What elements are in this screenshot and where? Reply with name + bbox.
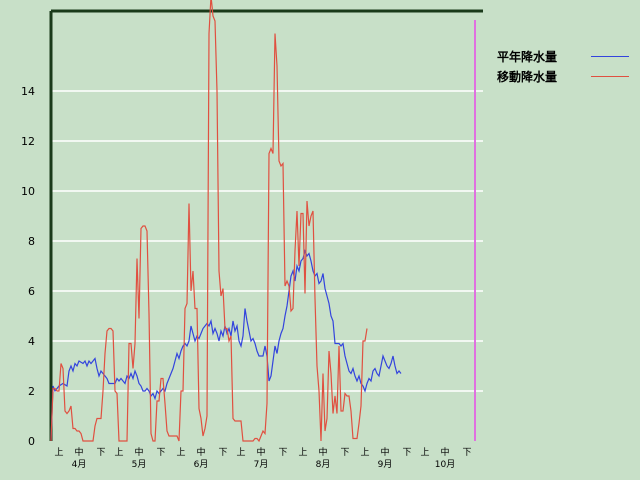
x-tick-label: 下 — [402, 448, 411, 458]
x-tick-label: 上 — [360, 447, 369, 458]
y-tick-label: 8 — [28, 235, 35, 248]
y-tick-label: 12 — [21, 135, 35, 148]
x-tick-label: 中 — [440, 446, 449, 458]
x-tick-labels: 上中下上中下上中下上中下上中下上中下上中下4月 5月 6月 7月 8月 9月 10月 — [54, 446, 471, 470]
x-tick-label: 下 — [96, 448, 105, 458]
x-tick-label: 上 — [420, 447, 429, 458]
x-tick-label: 上 — [298, 447, 307, 458]
x-tick-label: 中 — [380, 446, 389, 458]
x-tick-label: 下 — [156, 448, 165, 458]
legend-label-moving: 移動降水量 — [497, 69, 558, 84]
x-tick-label: 上 — [54, 447, 63, 458]
y-tick-label: 2 — [28, 385, 35, 398]
y-tick-label: 14 — [21, 85, 35, 98]
x-tick-label: 中 — [256, 446, 265, 458]
x-tick-label: 下 — [278, 448, 287, 458]
legend-item-moving: 移動降水量 — [497, 66, 629, 86]
x-tick-label: 上 — [176, 447, 185, 458]
month-label: 5月 — [132, 459, 147, 470]
y-tick-label: 10 — [21, 185, 35, 198]
y-tick-label: 0 — [28, 435, 35, 448]
x-tick-label: 上 — [236, 447, 245, 458]
legend: 平年降水量 移動降水量 — [497, 46, 629, 86]
y-tick-labels: 0 2 4 6 8 10 12 14 — [21, 85, 35, 448]
series-line-normal — [50, 249, 402, 442]
month-label: 6月 — [194, 459, 209, 470]
x-tick-label: 中 — [318, 446, 327, 458]
x-tick-label: 下 — [340, 448, 349, 458]
legend-item-normal: 平年降水量 — [497, 46, 629, 66]
x-tick-label: 上 — [114, 447, 123, 458]
month-label: 8月 — [316, 459, 331, 470]
legend-swatch-normal — [591, 55, 629, 57]
series-line-moving — [50, 0, 368, 442]
gridlines — [51, 90, 483, 392]
series-layer — [50, 0, 402, 442]
y-tick-label: 4 — [28, 335, 35, 348]
x-tick-label: 中 — [74, 446, 83, 458]
x-tick-label: 下 — [462, 448, 471, 458]
x-tick-label: 下 — [218, 448, 227, 458]
month-label: 7月 — [254, 459, 269, 470]
month-label: 4月 — [72, 459, 87, 470]
legend-label-normal: 平年降水量 — [497, 49, 558, 64]
x-tick-label: 中 — [134, 446, 143, 458]
month-label: 9月 — [378, 459, 393, 470]
legend-swatch-moving — [591, 75, 629, 77]
month-label: 10月 — [435, 459, 455, 470]
y-tick-label: 6 — [28, 285, 35, 298]
x-tick-label: 中 — [196, 446, 205, 458]
